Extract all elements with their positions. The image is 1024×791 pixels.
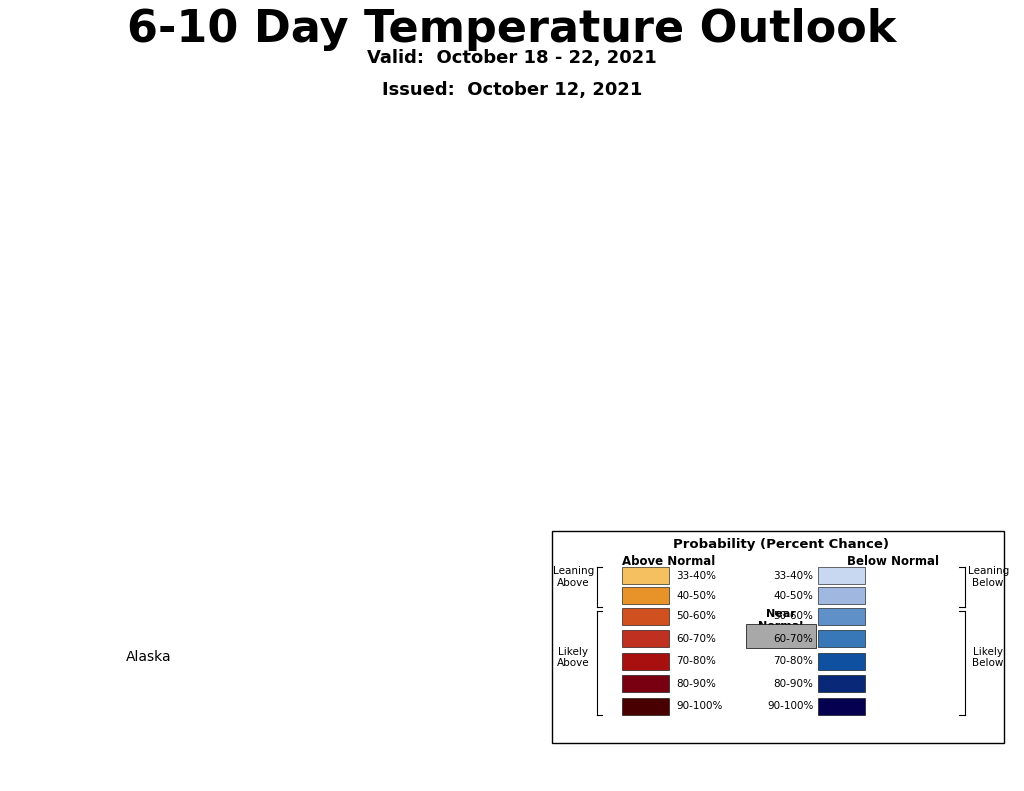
Text: Alaska: Alaska [126, 649, 171, 664]
Text: 40-50%: 40-50% [773, 591, 813, 601]
Text: 60-70%: 60-70% [773, 634, 813, 644]
Text: Leaning
Below: Leaning Below [968, 566, 1009, 588]
Text: 60-70%: 60-70% [676, 634, 716, 644]
Text: 33-40%: 33-40% [676, 570, 716, 581]
Text: 70-80%: 70-80% [676, 657, 716, 666]
Text: 90-100%: 90-100% [676, 702, 722, 711]
Text: 50-60%: 50-60% [676, 611, 716, 621]
Bar [818, 630, 864, 647]
Bar [623, 588, 669, 604]
Text: Issued:  October 12, 2021: Issued: October 12, 2021 [382, 81, 642, 99]
Bar [818, 676, 864, 692]
Text: Probability (Percent Chance): Probability (Percent Chance) [673, 538, 889, 551]
Text: 80-90%: 80-90% [773, 679, 813, 689]
Bar [818, 607, 864, 625]
Bar [623, 607, 669, 625]
Bar [623, 567, 669, 584]
Text: 40-50%: 40-50% [676, 591, 716, 601]
Text: 33-40%: 33-40% [773, 570, 813, 581]
Bar [818, 567, 864, 584]
Text: Below Normal: Below Normal [847, 554, 939, 568]
Text: Valid:  October 18 - 22, 2021: Valid: October 18 - 22, 2021 [368, 49, 656, 67]
Text: 6-10 Day Temperature Outlook: 6-10 Day Temperature Outlook [127, 8, 897, 51]
Text: Near
Normal: Near Normal [758, 609, 804, 631]
Bar [623, 653, 669, 670]
Text: Above Normal: Above Normal [623, 554, 716, 568]
Text: Likely
Below: Likely Below [973, 646, 1004, 668]
Text: 50-60%: 50-60% [773, 611, 813, 621]
Text: Leaning
Above: Leaning Above [553, 566, 594, 588]
Text: 90-100%: 90-100% [767, 702, 813, 711]
FancyBboxPatch shape [553, 531, 1005, 743]
Text: Likely
Above: Likely Above [557, 646, 590, 668]
Bar [623, 676, 669, 692]
Bar [818, 588, 864, 604]
Bar [623, 630, 669, 647]
Bar [745, 623, 816, 649]
Bar [818, 698, 864, 715]
Text: 70-80%: 70-80% [773, 657, 813, 666]
Text: 80-90%: 80-90% [676, 679, 716, 689]
Bar [623, 698, 669, 715]
Bar [818, 653, 864, 670]
